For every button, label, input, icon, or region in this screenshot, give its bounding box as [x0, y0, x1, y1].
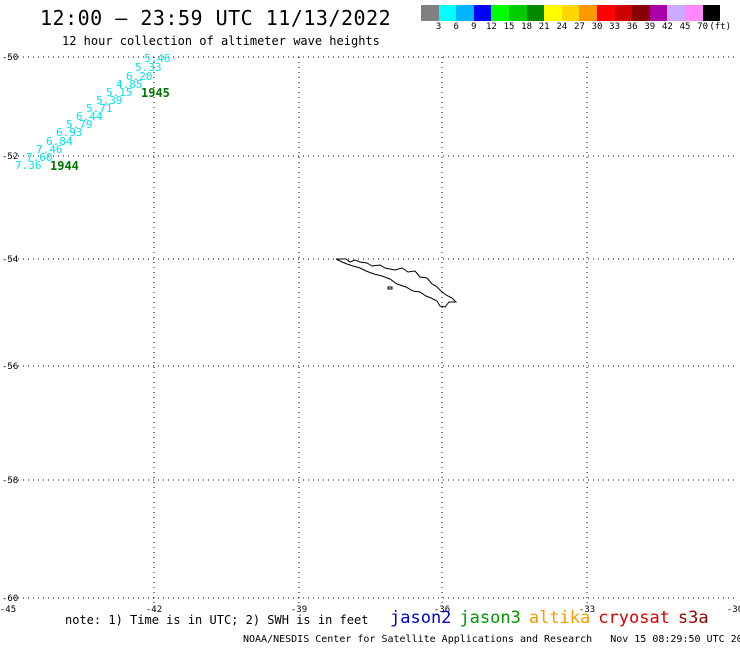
latitude-tick-label: -50	[2, 53, 18, 63]
wave-height-label: 7.36	[15, 159, 42, 172]
longitude-tick-label: -39	[291, 605, 307, 615]
legend-label: 27	[573, 22, 585, 32]
legend-swatch	[667, 5, 685, 21]
satellite-jason2: jason2	[390, 608, 452, 628]
legend-label: 3	[435, 22, 442, 32]
wave-height-label: 5.46	[144, 52, 171, 65]
legend-swatch	[421, 5, 439, 21]
legend-swatch	[473, 5, 492, 21]
legend-swatch	[702, 5, 721, 21]
axis-tick-labels: -50 -52 -54 -56 -58 -60-45 -42 -39 -36 -33 -30	[0, 53, 740, 615]
satellite-cryosat: cryosat	[598, 608, 670, 628]
legend-swatch	[684, 5, 703, 21]
wave-height-color-legend	[421, 5, 721, 21]
legend-swatch	[526, 5, 545, 21]
wave-height-label: 7.60	[26, 151, 53, 164]
wave-height-label: 6.84	[46, 135, 73, 148]
legend-swatch	[614, 5, 633, 21]
wave-height-label: 6.44	[76, 110, 103, 123]
satellite-altika: altika	[528, 608, 591, 628]
altimeter-track: 7.367.607.466.846.935.796.445.715.395.15…	[15, 52, 171, 173]
longitude-tick-label: -36	[434, 605, 450, 615]
wave-height-label: 5.79	[66, 118, 93, 131]
wave-height-label: 6.20	[126, 70, 153, 83]
page-title: 12:00 – 23:59 UTC 11/13/2022	[40, 6, 392, 30]
legend-label: 33	[609, 22, 621, 32]
south-georgia-coastline	[335, 258, 458, 308]
legend-swatch	[491, 5, 509, 21]
legend-swatch	[508, 5, 527, 21]
legend-swatch	[579, 5, 597, 21]
latitude-tick-label: -56	[2, 362, 18, 372]
credit-text: NOAA/NESDIS Center for Satellite Applica…	[243, 634, 593, 645]
satellite-jason3: jason3	[459, 608, 521, 628]
legend-label: 42	[661, 22, 673, 32]
legend-swatch	[544, 5, 562, 21]
timestamp: Nov 15 08:29:50 UTC 2022	[610, 634, 740, 645]
wave-height-label: 5.15	[106, 86, 133, 99]
wave-height-label: 7.46	[36, 143, 63, 156]
legend-label: 18	[521, 22, 533, 32]
latitude-tick-label: -52	[2, 152, 18, 162]
pass-time-label: 1944	[50, 159, 79, 173]
longitude-tick-label: -45	[0, 605, 16, 615]
longitude-tick-label: -33	[579, 605, 595, 615]
legend-swatch	[456, 5, 474, 21]
satellite-s3a: s3a	[677, 608, 709, 628]
longitude-tick-label: -30	[727, 605, 740, 615]
footer-note: note: 1) Time is in UTC; 2) SWH is in fe…	[65, 613, 369, 627]
legend-swatch	[596, 5, 615, 21]
wave-height-label: 4.85	[116, 78, 143, 91]
legend-label: 9	[471, 22, 477, 32]
legend-label: 36	[626, 22, 638, 32]
pass-time-label: 1945	[141, 86, 170, 100]
latitude-tick-label: -58	[2, 476, 18, 486]
legend-label: 24	[556, 22, 568, 32]
legend-label: 45	[679, 22, 691, 32]
legend-label: 6	[453, 22, 459, 32]
legend-label: 39	[644, 22, 656, 32]
legend-swatch	[632, 5, 650, 21]
legend-label: 70	[697, 22, 709, 32]
wave-height-label: 5.39	[96, 94, 123, 107]
latitude-tick-label: -60	[2, 594, 18, 604]
wave-height-label: 5.71	[86, 102, 113, 115]
latitude-tick-label: -54	[2, 255, 18, 265]
wave-height-legend-labels: 3 6 9 12 15 18 21 24 27 30 33 36 39 42 45 70 (ft)	[421, 22, 739, 34]
small-island	[387, 286, 393, 290]
wave-height-label: 5.33	[135, 61, 162, 74]
legend-swatch	[561, 5, 580, 21]
legend-label: (ft)	[709, 22, 732, 32]
map-grid	[8, 56, 735, 603]
footer-credit: NOAA/NESDIS Center for Satellite Applica…	[243, 634, 740, 645]
legend-label: 30	[591, 22, 603, 32]
legend-swatch	[649, 5, 668, 21]
legend-swatch	[438, 5, 457, 21]
legend-label: 21	[538, 22, 550, 32]
legend-label: 12	[485, 22, 497, 32]
wave-height-label: 6.93	[56, 126, 83, 139]
satellite-legend: jason2 jason3 altika cryosat s3a	[390, 608, 717, 628]
legend-label: 15	[503, 22, 515, 32]
longitude-tick-label: -42	[146, 605, 162, 615]
page-subtitle: 12 hour collection of altimeter wave hei…	[62, 34, 380, 48]
